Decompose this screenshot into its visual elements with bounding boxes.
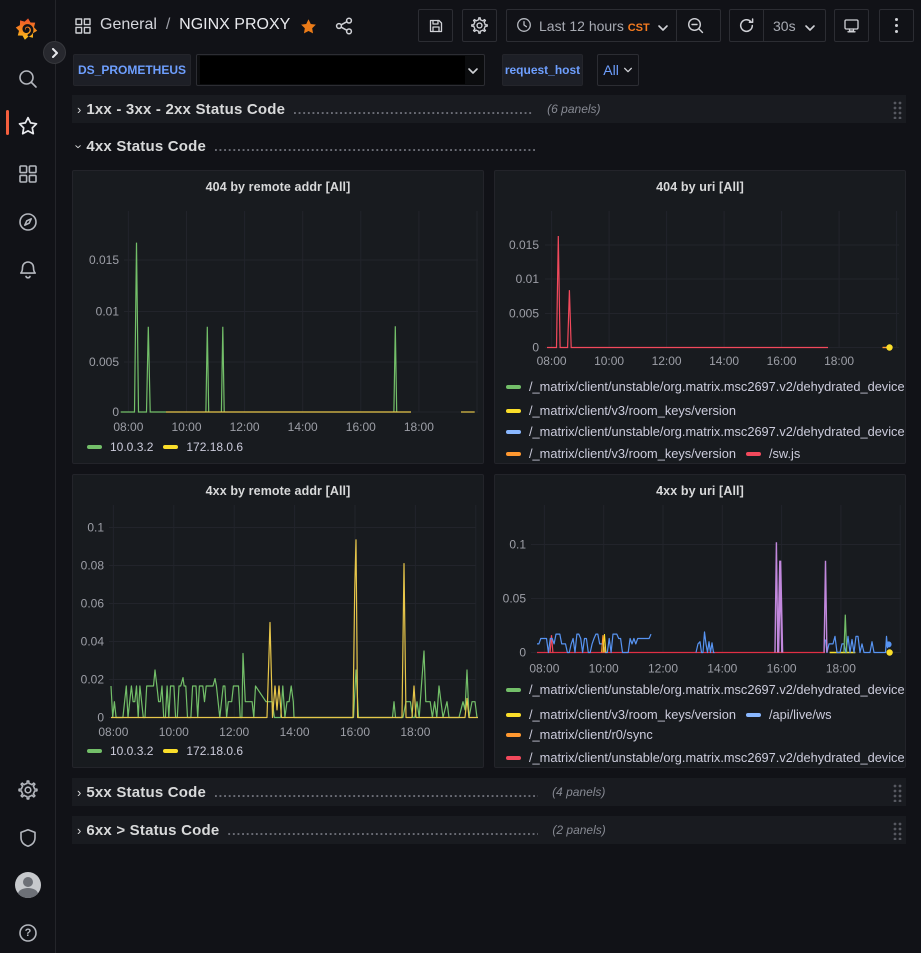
svg-text:0.01: 0.01 <box>96 305 120 319</box>
svg-text:0.04: 0.04 <box>81 635 105 649</box>
svg-text:10:00: 10:00 <box>589 662 619 676</box>
svg-text:0.015: 0.015 <box>89 253 119 267</box>
svg-text:0.02: 0.02 <box>81 673 105 687</box>
svg-text:0: 0 <box>532 341 539 355</box>
svg-text:08:00: 08:00 <box>113 420 143 434</box>
svg-text:10:00: 10:00 <box>171 420 201 434</box>
svg-text:18:00: 18:00 <box>826 662 856 676</box>
svg-text:12:00: 12:00 <box>230 420 260 434</box>
svg-text:14:00: 14:00 <box>280 725 310 739</box>
svg-text:16:00: 16:00 <box>767 662 797 676</box>
svg-text:12:00: 12:00 <box>652 354 682 368</box>
svg-text:16:00: 16:00 <box>340 725 370 739</box>
svg-text:08:00: 08:00 <box>529 662 559 676</box>
svg-text:0: 0 <box>519 646 526 660</box>
svg-text:18:00: 18:00 <box>400 725 430 739</box>
svg-text:18:00: 18:00 <box>404 420 434 434</box>
svg-text:08:00: 08:00 <box>98 725 128 739</box>
svg-text:14:00: 14:00 <box>288 420 318 434</box>
svg-text:08:00: 08:00 <box>537 354 567 368</box>
svg-text:10:00: 10:00 <box>159 725 189 739</box>
svg-text:14:00: 14:00 <box>707 662 737 676</box>
svg-text:14:00: 14:00 <box>709 354 739 368</box>
svg-text:12:00: 12:00 <box>219 725 249 739</box>
svg-text:10:00: 10:00 <box>594 354 624 368</box>
svg-text:0.05: 0.05 <box>503 592 527 606</box>
svg-text:0.1: 0.1 <box>87 521 104 535</box>
svg-text:0: 0 <box>112 405 119 419</box>
svg-text:0.015: 0.015 <box>509 238 539 252</box>
svg-text:0.01: 0.01 <box>516 272 540 286</box>
svg-text:12:00: 12:00 <box>648 662 678 676</box>
svg-text:18:00: 18:00 <box>824 354 854 368</box>
svg-text:0.06: 0.06 <box>81 597 105 611</box>
svg-text:16:00: 16:00 <box>346 420 376 434</box>
svg-text:0.005: 0.005 <box>89 355 119 369</box>
svg-text:0.08: 0.08 <box>81 559 105 573</box>
svg-text:0.1: 0.1 <box>509 538 526 552</box>
svg-text:0.005: 0.005 <box>509 307 539 321</box>
svg-text:0: 0 <box>97 711 104 725</box>
svg-text:16:00: 16:00 <box>767 354 797 368</box>
